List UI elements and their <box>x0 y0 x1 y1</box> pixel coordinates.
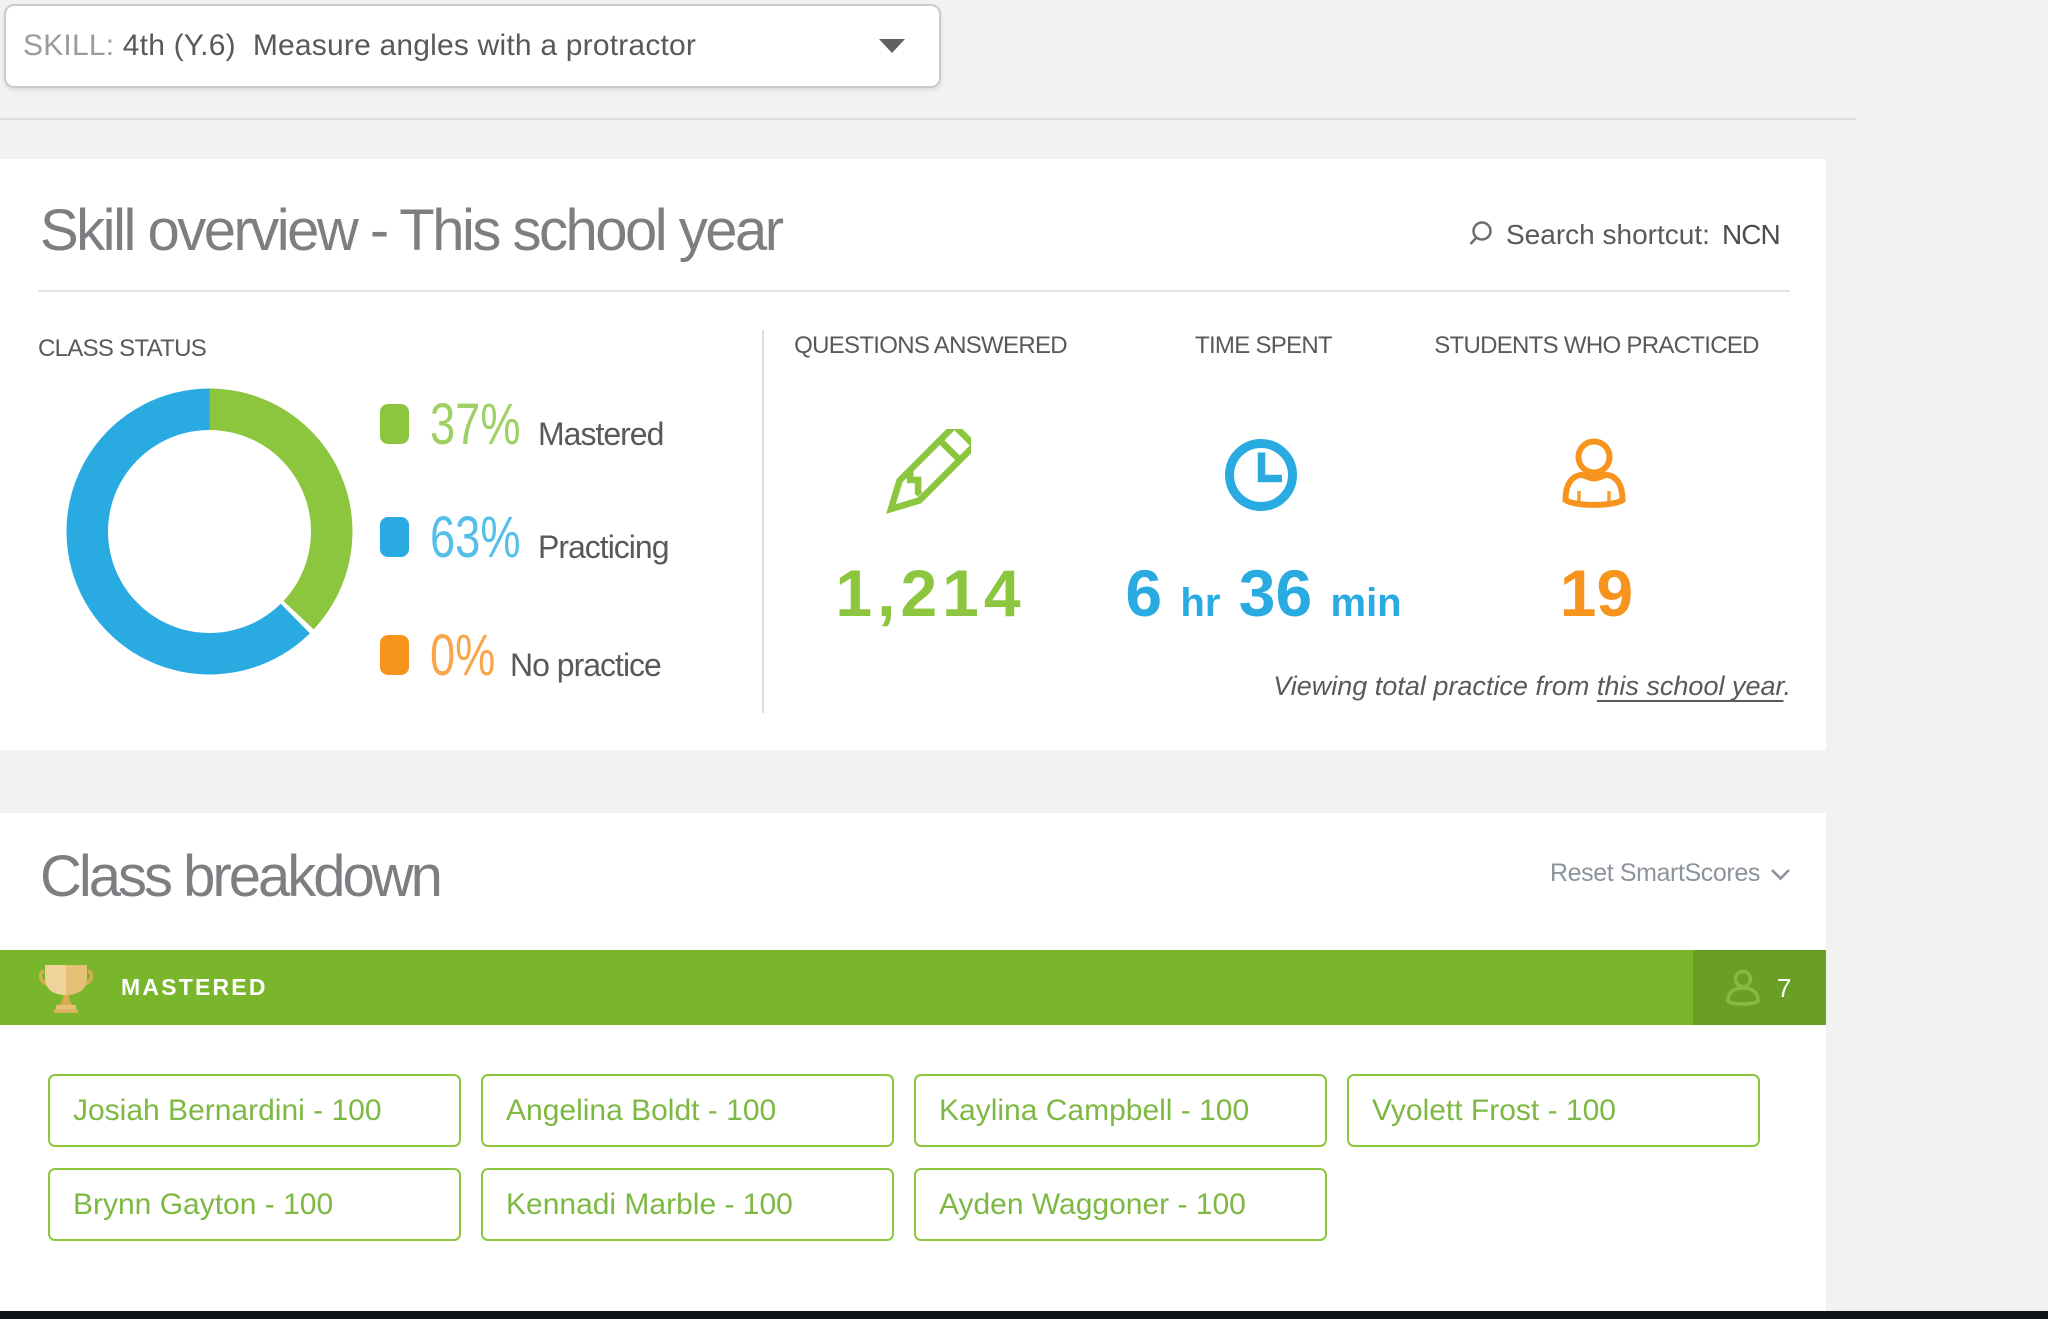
svg-text:Search shortcut:: Search shortcut: <box>1506 219 1710 250</box>
svg-text:NCN: NCN <box>1722 219 1780 250</box>
